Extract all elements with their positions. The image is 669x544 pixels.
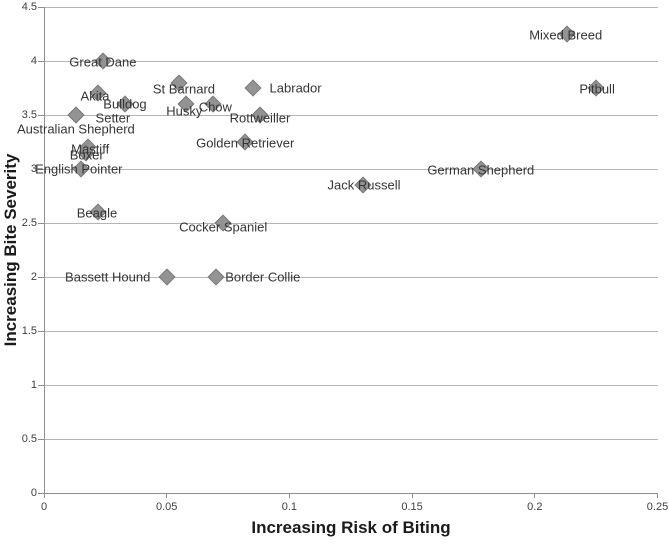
- x-tick-label: 0.1: [281, 501, 298, 513]
- y-tick-mark: [38, 114, 44, 116]
- y-gridline: [44, 438, 658, 440]
- y-gridline: [44, 330, 658, 332]
- data-point-label: Australian Shepherd: [16, 121, 135, 137]
- y-gridline: [44, 384, 658, 386]
- y-tick-label: 0.5: [21, 433, 37, 445]
- data-point-marker: [158, 268, 176, 286]
- y-axis-title: Increasing Bite Severity: [1, 153, 20, 347]
- data-point-label: Akita: [80, 88, 110, 104]
- x-tick-label: 0.15: [401, 501, 423, 513]
- y-tick-mark: [38, 60, 44, 62]
- data-point-label: Bulldog: [103, 96, 147, 112]
- data-point-label: St Barnard: [152, 81, 216, 97]
- y-tick-label: 2: [30, 271, 37, 283]
- data-point-label: Border Collie: [225, 269, 301, 285]
- x-tick-label: 0.25: [646, 501, 669, 513]
- x-tick-mark: [288, 493, 290, 498]
- data-point-label: Golden Retriever: [196, 135, 295, 151]
- y-tick-label: 3: [30, 163, 37, 175]
- data-point-label: Cocker Spaniel: [179, 219, 268, 235]
- y-gridline: [44, 222, 658, 224]
- x-tick-mark: [534, 493, 536, 498]
- data-point-label: Bassett Hound: [65, 269, 151, 285]
- y-tick-label: 2.5: [21, 217, 37, 229]
- x-tick-mark: [166, 493, 168, 498]
- y-gridline: [44, 60, 658, 62]
- y-gridline: [44, 114, 658, 116]
- y-tick-label: 1: [30, 379, 37, 391]
- y-gridline: [44, 168, 658, 170]
- data-point-marker: [244, 79, 262, 97]
- y-gridline: [44, 6, 658, 8]
- y-tick-mark: [38, 276, 44, 278]
- y-axis-line: [43, 7, 45, 493]
- data-point-label: English Pointer: [35, 161, 123, 177]
- x-tick-label: 0.05: [155, 501, 178, 513]
- y-tick-mark: [38, 6, 44, 8]
- data-point-label: German Shepherd: [427, 162, 535, 178]
- data-point-label: Husky: [166, 103, 203, 119]
- data-point-marker: [207, 268, 225, 286]
- x-tick-label: 0.2: [527, 501, 543, 513]
- x-tick-mark: [411, 493, 413, 498]
- x-tick-mark: [657, 493, 658, 498]
- y-tick-label: 4.5: [21, 1, 37, 13]
- data-point-label: Great Dane: [69, 54, 137, 70]
- y-tick-label: 4: [30, 55, 37, 67]
- y-tick-mark: [38, 384, 44, 386]
- data-point-label: Boxer: [69, 147, 104, 163]
- y-tick-mark: [38, 222, 44, 224]
- data-point-label: Mastiff: [71, 141, 110, 157]
- x-axis-title: Increasing Risk of Biting: [251, 518, 451, 537]
- data-point-label: Rottweiller: [229, 110, 291, 126]
- y-tick-label: 1.5: [21, 325, 37, 337]
- y-tick-label: 3.5: [21, 109, 37, 121]
- x-tick-label: 0: [40, 501, 48, 513]
- y-tick-label: 0: [30, 487, 37, 499]
- data-point-label: Chow: [198, 99, 232, 115]
- y-gridline: [44, 276, 658, 278]
- y-tick-mark: [38, 330, 44, 332]
- data-point-label: Labrador: [269, 80, 322, 96]
- x-axis-line: [38, 492, 658, 494]
- x-tick-mark: [43, 493, 45, 498]
- data-point-label: Pitbull: [579, 81, 615, 97]
- y-tick-mark: [38, 168, 44, 170]
- y-tick-mark: [38, 438, 44, 440]
- data-point-label: Beagle: [76, 205, 118, 221]
- data-point-label: Setter: [95, 110, 131, 126]
- data-point-label: Mixed Breed: [529, 27, 603, 43]
- data-point-label: Jack Russell: [327, 177, 401, 193]
